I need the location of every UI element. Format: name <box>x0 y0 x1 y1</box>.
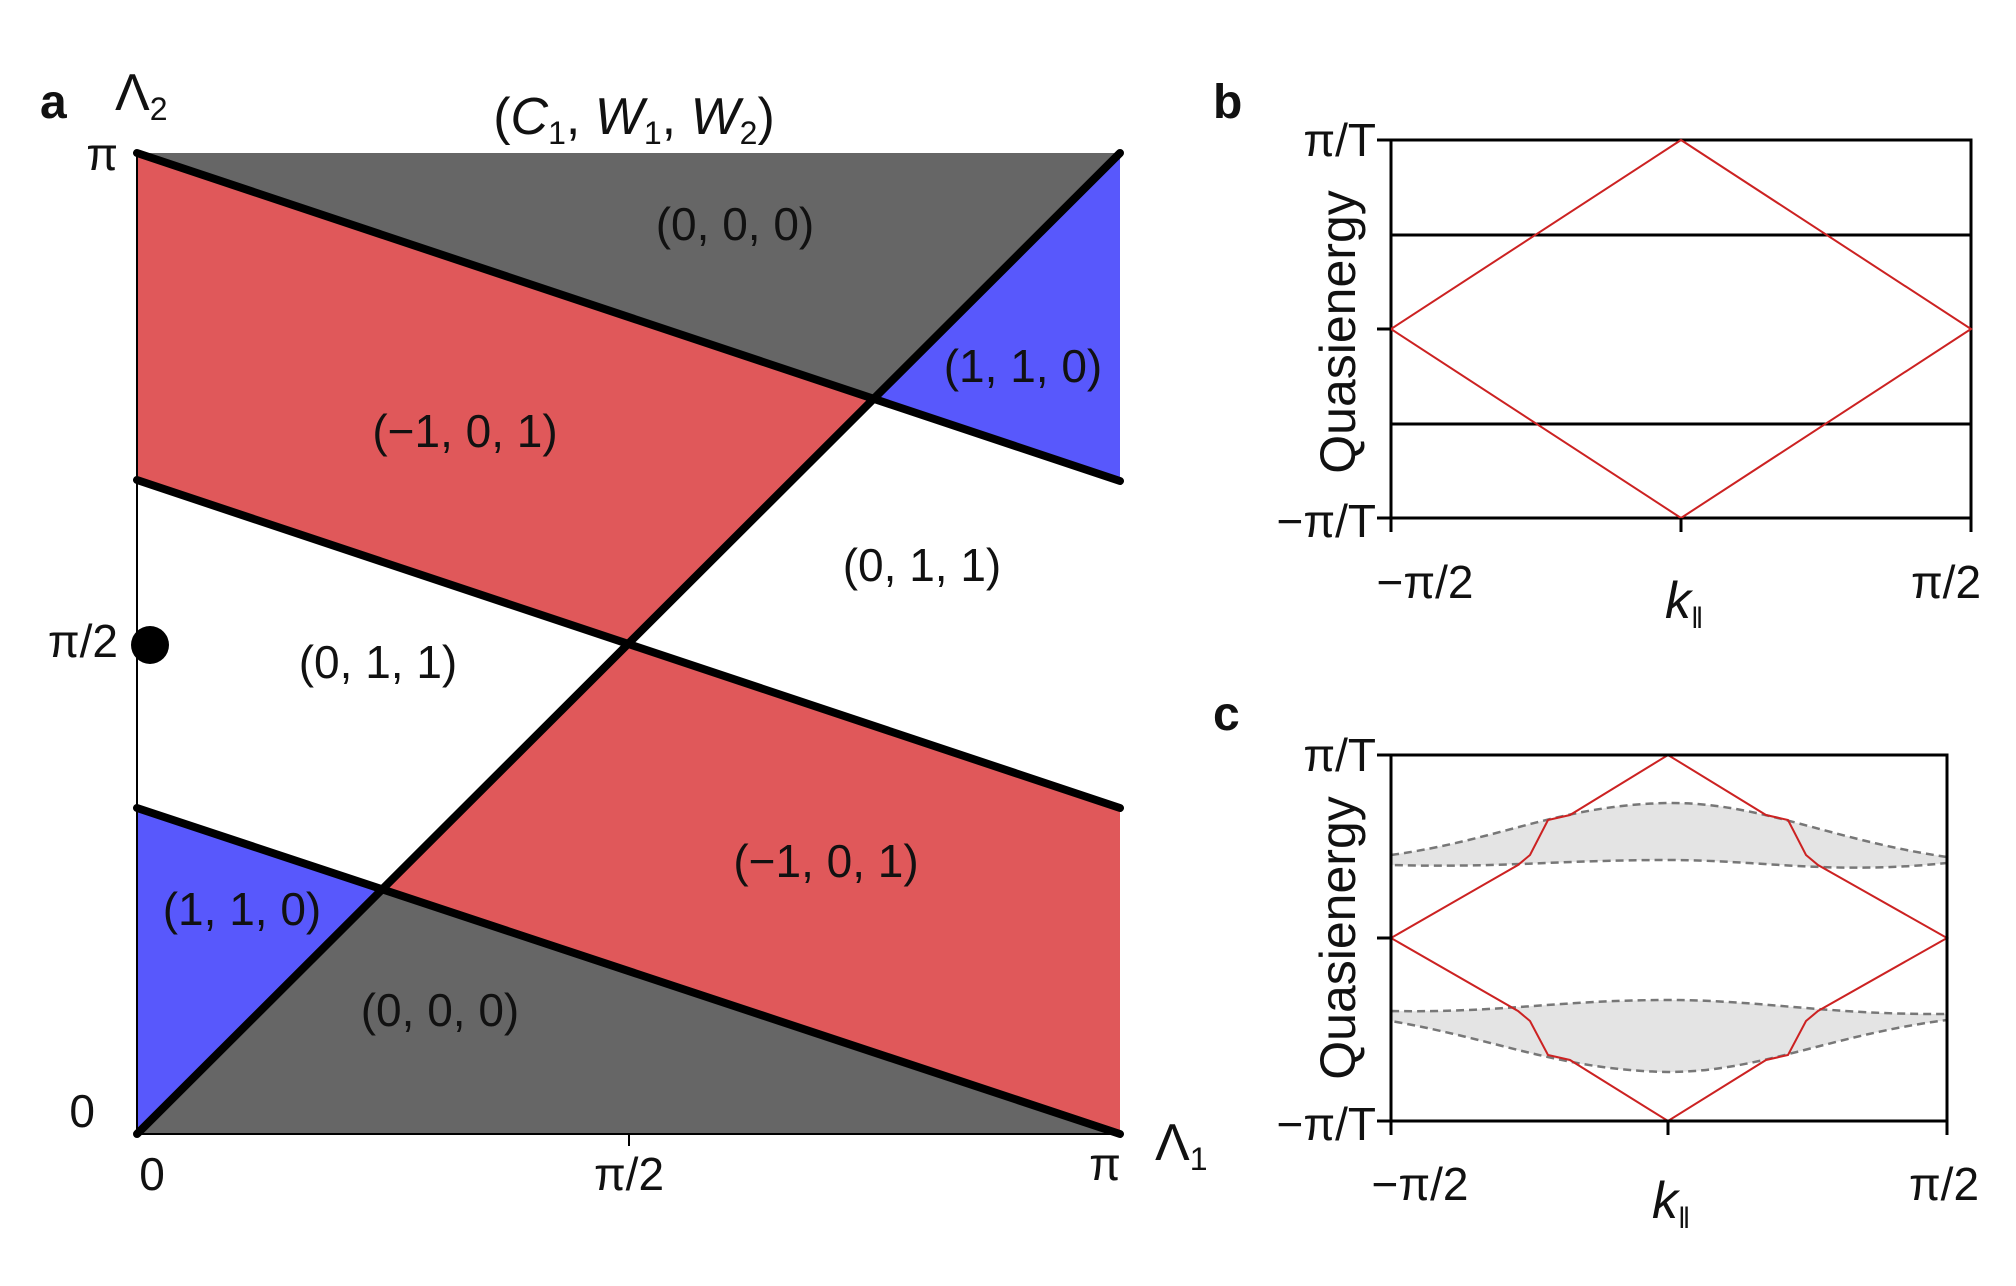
x-tick-zero: 0 <box>139 1148 165 1200</box>
region-000-top <box>137 153 1120 398</box>
boundary-line-top <box>133 149 1124 485</box>
panel-b-x-tick-left: −π/2 <box>1377 556 1474 608</box>
panel-c-y-tick-bottom: −π/T <box>1277 1098 1376 1150</box>
region-label-000-bottom: (0, 0, 0) <box>361 984 520 1036</box>
panel-b-x-tick-right: π/2 <box>1911 556 1981 608</box>
region-label-011-right: (0, 1, 1) <box>843 539 1002 591</box>
panel-b-letter: b <box>1213 76 1242 129</box>
region-label-011-left: (0, 1, 1) <box>299 636 458 688</box>
region-110-top <box>879 153 1120 481</box>
x-tick-pi: π <box>1089 1138 1121 1190</box>
phase-boundaries <box>133 149 1124 1138</box>
region-000-bottom <box>137 889 1120 1134</box>
y-tick-zero: 0 <box>69 1085 95 1137</box>
panel-a: a (0, 0, 0) (1, 1, 0) (−1, 0, 1) (0, 1, … <box>40 64 1208 1200</box>
region-011-right <box>629 398 1120 808</box>
region-m101-top <box>137 153 879 643</box>
region-label-m101-bottom: (−1, 0, 1) <box>733 835 918 887</box>
panel-b-xlabel: k‖ <box>1665 572 1703 635</box>
panel-b-y-tick-top: π/T <box>1303 114 1376 166</box>
panel-c-letter: c <box>1213 688 1240 741</box>
panel-b-y-tick-bottom: −π/T <box>1277 495 1376 547</box>
panel-b-ylabel: Quasienergy <box>1310 190 1366 474</box>
x-tick-half-pi: π/2 <box>594 1148 664 1200</box>
y-axis-label: Λ2 <box>115 64 168 127</box>
region-label-m101-top: (−1, 0, 1) <box>372 405 557 457</box>
region-label-110-top: (1, 1, 0) <box>944 340 1103 392</box>
panel-c-tickmarks <box>1377 753 1949 1135</box>
panel-c-bulk-band-lower <box>1389 998 1949 1074</box>
panel-c-ylabel: Quasienergy <box>1310 796 1366 1080</box>
panel-c-xlabel: k‖ <box>1652 1172 1690 1235</box>
region-m101-bottom <box>382 643 1120 1134</box>
panel-b-tickmarks <box>1377 138 1973 532</box>
boundary-line-diagonal <box>133 149 1124 1138</box>
y-tick-half-pi: π/2 <box>48 615 118 667</box>
panel-b: b π/T −π/T −π/2 π/2 Quasienergy k‖ <box>1213 76 1981 635</box>
region-label-110-bottom: (1, 1, 0) <box>163 883 322 935</box>
panel-b-frame <box>1389 138 1973 520</box>
panel-a-title: (C1, W1, W2) <box>493 88 775 151</box>
region-011-left <box>137 480 629 889</box>
panel-a-letter: a <box>40 76 67 129</box>
panel-c-y-tick-top: π/T <box>1303 729 1376 781</box>
region-label-000-top: (0, 0, 0) <box>656 198 815 250</box>
y-tick-pi: π <box>86 128 118 180</box>
marker-dot <box>131 626 169 664</box>
boundary-line-bottom <box>133 804 1124 1138</box>
panel-c-x-tick-right: π/2 <box>1909 1158 1979 1210</box>
panel-b-edge-states <box>1389 138 1973 520</box>
panel-c-x-tick-left: −π/2 <box>1372 1158 1469 1210</box>
panel-c: c π/T −π/T −π/2 π/2 Quasienergy k‖ <box>1213 688 1979 1235</box>
region-110-bottom <box>137 808 382 1134</box>
x-axis-label: Λ1 <box>1155 1114 1208 1177</box>
panel-c-bulk-band-upper <box>1389 801 1949 869</box>
